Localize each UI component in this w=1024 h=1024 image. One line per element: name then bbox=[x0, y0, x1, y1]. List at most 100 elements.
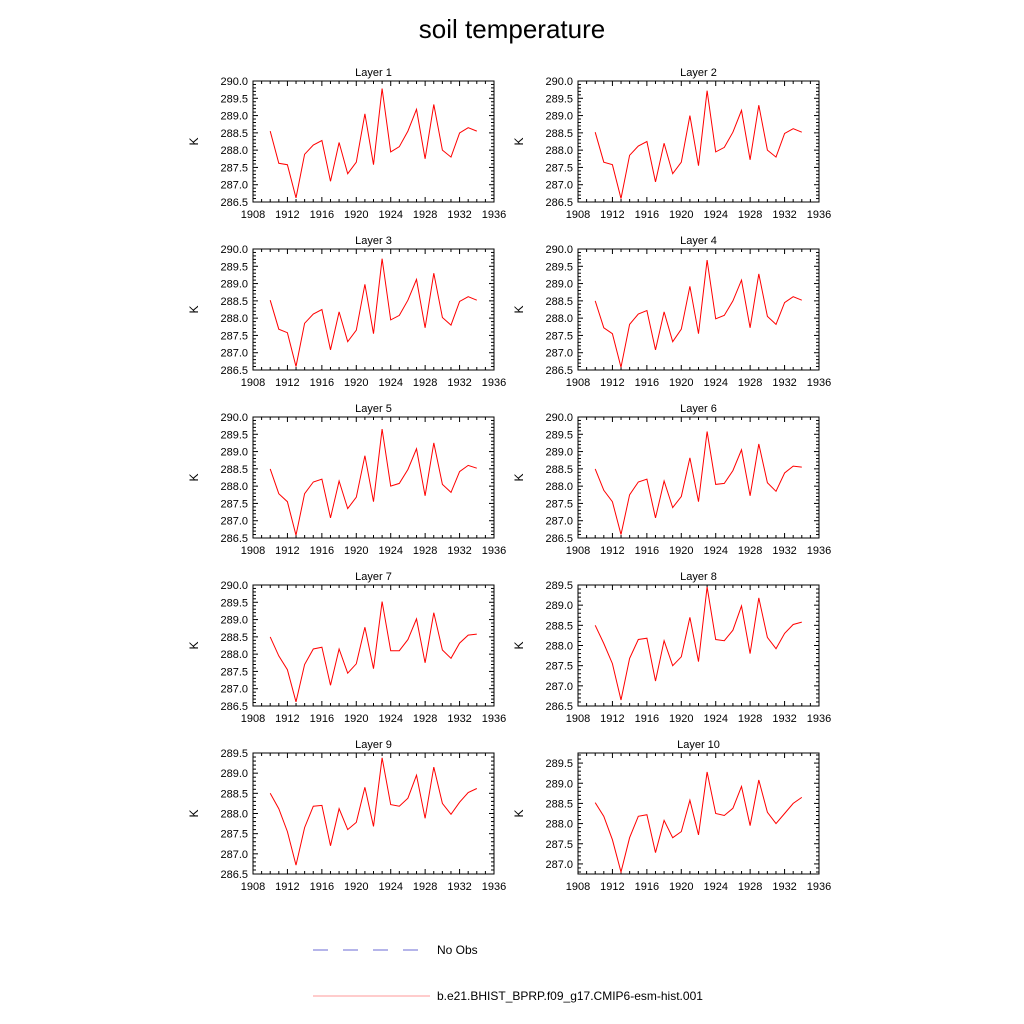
y-tick-label: 287.0 bbox=[220, 849, 248, 861]
x-tick-label: 1920 bbox=[669, 713, 693, 725]
y-tick-label: 290.0 bbox=[220, 580, 248, 592]
panel-title: Layer 4 bbox=[680, 235, 717, 247]
x-tick-label: 1908 bbox=[566, 881, 590, 893]
x-tick-label: 1908 bbox=[241, 713, 265, 725]
y-tick-label: 290.0 bbox=[545, 76, 573, 88]
y-tick-label: 287.0 bbox=[545, 681, 573, 693]
y-tick-label: 288.5 bbox=[220, 128, 248, 140]
panel-title: Layer 6 bbox=[680, 403, 717, 415]
x-tick-label: 1920 bbox=[669, 377, 693, 389]
y-axis-label: K bbox=[187, 641, 201, 649]
x-tick-label: 1912 bbox=[275, 713, 299, 725]
plot-frame bbox=[252, 416, 495, 539]
x-tick-label: 1916 bbox=[635, 209, 659, 221]
panel-layer-3: Layer 3 K 1908 1912 1916 1920 1924 1928 1932 1936… bbox=[187, 235, 506, 389]
panel-title: Layer 3 bbox=[355, 235, 392, 247]
y-tick-label: 288.0 bbox=[220, 649, 248, 661]
y-tick-label: 288.5 bbox=[545, 128, 573, 140]
y-tick-label: 288.0 bbox=[545, 145, 573, 157]
plot-frame bbox=[252, 248, 495, 371]
plot-frame bbox=[577, 80, 820, 203]
panel-layer-10: Layer 10 K 1908 1912 1916 1920 1924 1928 1932 193… bbox=[512, 739, 831, 893]
x-tick-label: 1908 bbox=[566, 713, 590, 725]
y-tick-label: 289.0 bbox=[545, 600, 573, 612]
x-tick-label: 1936 bbox=[807, 545, 831, 557]
y-tick-label: 288.0 bbox=[220, 809, 248, 821]
x-tick-label: 1920 bbox=[344, 545, 368, 557]
x-tick-label: 1916 bbox=[635, 377, 659, 389]
x-tick-label: 1924 bbox=[703, 713, 727, 725]
x-tick-label: 1912 bbox=[600, 713, 624, 725]
x-tick-label: 1924 bbox=[378, 713, 402, 725]
x-tick-label: 1920 bbox=[344, 881, 368, 893]
y-tick-label: 287.0 bbox=[545, 348, 573, 360]
y-tick-label: 290.0 bbox=[545, 412, 573, 424]
series-line bbox=[594, 586, 802, 701]
y-tick-label: 289.0 bbox=[220, 279, 248, 291]
y-tick-label: 287.5 bbox=[220, 498, 248, 510]
x-tick-label: 1912 bbox=[600, 377, 624, 389]
x-tick-label: 1912 bbox=[275, 881, 299, 893]
y-tick-label: 287.5 bbox=[545, 162, 573, 174]
x-tick-label: 1928 bbox=[413, 713, 437, 725]
x-tick-label: 1912 bbox=[275, 545, 299, 557]
y-tick-label: 287.0 bbox=[220, 180, 248, 192]
x-tick-label: 1936 bbox=[807, 377, 831, 389]
y-tick-label: 288.0 bbox=[220, 313, 248, 325]
x-tick-label: 1932 bbox=[447, 545, 471, 557]
y-axis-label: K bbox=[187, 809, 201, 817]
y-tick-label: 290.0 bbox=[220, 244, 248, 256]
x-tick-label: 1908 bbox=[241, 545, 265, 557]
y-tick-label: 288.0 bbox=[545, 819, 573, 831]
x-tick-label: 1936 bbox=[482, 713, 506, 725]
y-tick-label: 287.0 bbox=[220, 516, 248, 528]
panel-layer-5: Layer 5 K 1908 1912 1916 1920 1924 1928 1932 1936… bbox=[187, 403, 506, 557]
series-line bbox=[594, 771, 803, 874]
y-tick-label: 286.5 bbox=[545, 197, 573, 209]
y-tick-label: 289.0 bbox=[220, 615, 248, 627]
y-tick-label: 290.0 bbox=[545, 244, 573, 256]
x-tick-label: 1924 bbox=[378, 377, 402, 389]
x-tick-label: 1912 bbox=[600, 545, 624, 557]
y-tick-label: 287.5 bbox=[545, 839, 573, 851]
y-tick-label: 287.5 bbox=[545, 498, 573, 510]
x-tick-label: 1920 bbox=[669, 881, 693, 893]
y-tick-label: 287.0 bbox=[545, 180, 573, 192]
x-tick-label: 1932 bbox=[447, 881, 471, 893]
y-tick-label: 288.0 bbox=[545, 641, 573, 653]
x-tick-label: 1908 bbox=[241, 209, 265, 221]
x-tick-label: 1928 bbox=[413, 377, 437, 389]
y-tick-label: 286.5 bbox=[220, 869, 248, 881]
y-tick-label: 289.5 bbox=[545, 580, 573, 592]
x-tick-label: 1936 bbox=[482, 209, 506, 221]
y-axis-label: K bbox=[512, 809, 526, 817]
y-tick-label: 289.0 bbox=[545, 279, 573, 291]
panel-layer-8: Layer 8 K 1908 1912 1916 1920 1924 1928 1932 1936… bbox=[512, 571, 831, 725]
y-tick-label: 287.5 bbox=[220, 330, 248, 342]
x-tick-label: 1916 bbox=[310, 209, 334, 221]
x-tick-label: 1928 bbox=[738, 713, 762, 725]
y-axis-label: K bbox=[187, 305, 201, 313]
panel-title: Layer 1 bbox=[355, 67, 392, 79]
y-tick-label: 288.5 bbox=[220, 464, 248, 476]
series-line bbox=[594, 260, 802, 368]
y-tick-label: 289.5 bbox=[220, 93, 248, 105]
x-tick-label: 1920 bbox=[344, 377, 368, 389]
y-tick-label: 288.5 bbox=[545, 296, 573, 308]
y-tick-label: 288.5 bbox=[545, 798, 573, 810]
x-tick-label: 1912 bbox=[600, 209, 624, 221]
y-tick-label: 287.5 bbox=[220, 829, 248, 841]
series-line bbox=[594, 431, 802, 535]
panel-title: Layer 8 bbox=[680, 571, 717, 583]
y-tick-label: 289.5 bbox=[220, 597, 248, 609]
y-tick-label: 289.5 bbox=[220, 748, 248, 760]
y-tick-label: 286.5 bbox=[545, 533, 573, 545]
x-tick-label: 1936 bbox=[807, 881, 831, 893]
x-tick-label: 1924 bbox=[703, 377, 727, 389]
panel-title: Layer 7 bbox=[355, 571, 392, 583]
y-tick-label: 289.5 bbox=[545, 429, 573, 441]
x-tick-label: 1932 bbox=[772, 545, 796, 557]
series-line bbox=[269, 88, 477, 199]
y-tick-label: 287.5 bbox=[220, 162, 248, 174]
panel-title: Layer 2 bbox=[680, 67, 717, 79]
